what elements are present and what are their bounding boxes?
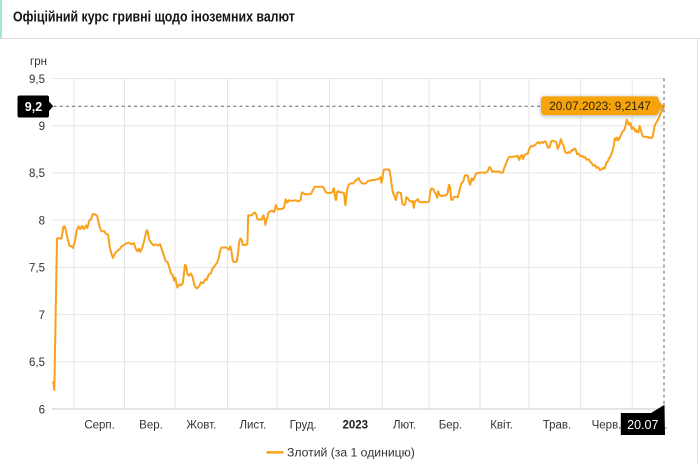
svg-text:6,5: 6,5: [29, 357, 45, 369]
svg-text:9,2: 9,2: [25, 100, 42, 114]
svg-text:20.07: 20.07: [627, 418, 658, 432]
svg-text:8,5: 8,5: [29, 168, 45, 180]
svg-text:7,5: 7,5: [29, 263, 45, 275]
svg-text:2023: 2023: [343, 419, 369, 431]
svg-text:Груд.: Груд.: [290, 419, 317, 431]
svg-text:Злотий (за 1 одиницю): Злотий (за 1 одиницю): [287, 446, 415, 460]
svg-text:9: 9: [39, 121, 45, 133]
svg-text:8: 8: [39, 215, 45, 227]
svg-text:Лют.: Лют.: [393, 419, 416, 431]
svg-text:Вер.: Вер.: [139, 419, 163, 431]
svg-text:Трав.: Трав.: [543, 419, 571, 431]
svg-text:Жовт.: Жовт.: [186, 419, 216, 431]
svg-text:Серп.: Серп.: [84, 419, 115, 431]
svg-text:7: 7: [39, 310, 45, 322]
svg-text:Офіційний курс гривні щодо іно: Офіційний курс гривні щодо іноземних вал…: [13, 8, 295, 24]
svg-text:Лист.: Лист.: [239, 419, 266, 431]
svg-text:9,5: 9,5: [29, 74, 45, 86]
svg-text:грн: грн: [30, 56, 47, 68]
svg-text:Квіт.: Квіт.: [490, 419, 513, 431]
svg-text:Черв.: Черв.: [592, 419, 622, 431]
svg-text:Бер.: Бер.: [439, 419, 463, 431]
svg-text:6: 6: [39, 404, 45, 416]
svg-text:20.07.2023: 9,2147: 20.07.2023: 9,2147: [549, 99, 651, 113]
